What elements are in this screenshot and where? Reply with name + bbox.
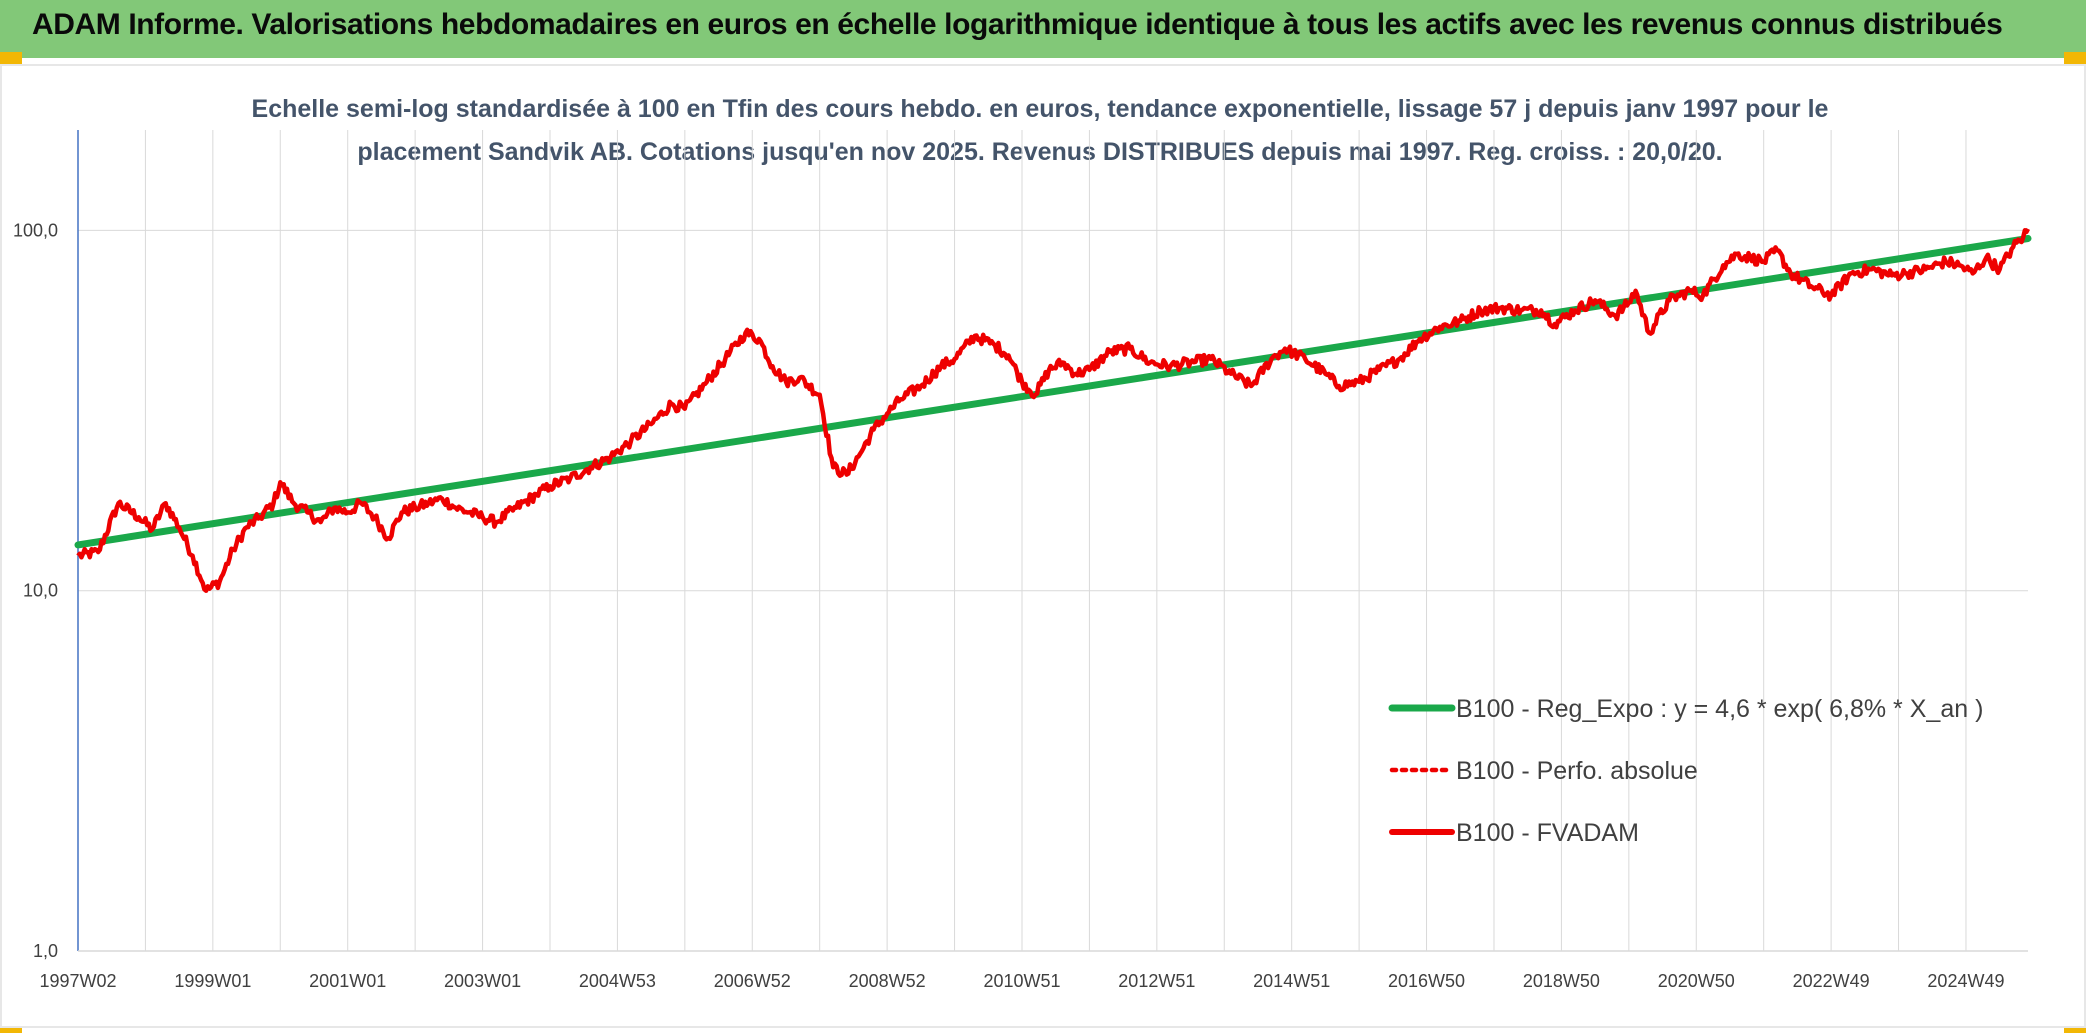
report-title: ADAM Informe. Valorisations hebdomadaire… (32, 8, 2003, 41)
chart-title: Echelle semi-log standardisée à 100 en T… (251, 95, 1829, 166)
x-tick-label: 2003W01 (444, 971, 521, 991)
x-tick-label: 2006W52 (714, 971, 791, 991)
legend-entry-label: B100 - FVADAM (1456, 819, 1639, 847)
x-tick-label: 1997W02 (39, 971, 116, 991)
x-tick-label: 1999W01 (174, 971, 251, 991)
x-tick-label: 2001W01 (309, 971, 386, 991)
corner-marker-left (0, 52, 22, 64)
x-tick-label: 2022W49 (1793, 971, 1870, 991)
series-layer (74, 227, 2032, 593)
series-line-fvadam (76, 227, 2030, 593)
y-tick-label: 100,0 (13, 220, 58, 240)
corner-marker-bottom-left (0, 1025, 22, 1033)
series-line-reg-expo (74, 235, 2032, 549)
x-tick-labels: 1997W02 1999W01 2001W01 2003W01 2004W53 2006W… (39, 971, 2004, 991)
chart-axes (77, 130, 2028, 952)
y-tick-label: 10,0 (23, 581, 58, 601)
corner-marker-right (2064, 52, 2086, 64)
corner-marker-bottom-right (2064, 1025, 2086, 1033)
x-tick-label: 2012W51 (1118, 971, 1195, 991)
x-tick-label: 2004W53 (579, 971, 656, 991)
title-banner: ADAM Informe. Valorisations hebdomadaire… (0, 0, 2086, 58)
x-tick-label: 2016W50 (1388, 971, 1465, 991)
vertical-gridlines (77, 130, 1967, 951)
x-tick-label: 2024W49 (1927, 971, 2004, 991)
x-tick-label: 2014W51 (1253, 971, 1330, 991)
x-tick-label: 2018W50 (1523, 971, 1600, 991)
x-tick-label: 2020W50 (1658, 971, 1735, 991)
chart-legend: B100 - Reg_Expo : y = 4,6 * exp( 6,8% * … (1388, 695, 1983, 847)
y-tick-labels: 1,0 10,0 100,0 (13, 220, 58, 961)
x-tick-label: 2008W52 (849, 971, 926, 991)
horizontal-gridlines (78, 229, 2028, 952)
y-tick-label: 1,0 (33, 941, 58, 961)
legend-entry-label: B100 - Perfo. absolue (1456, 757, 1698, 785)
x-tick-label: 2010W51 (983, 971, 1060, 991)
legend-entry-label: B100 - Reg_Expo : y = 4,6 * exp( 6,8% * … (1456, 695, 1983, 723)
